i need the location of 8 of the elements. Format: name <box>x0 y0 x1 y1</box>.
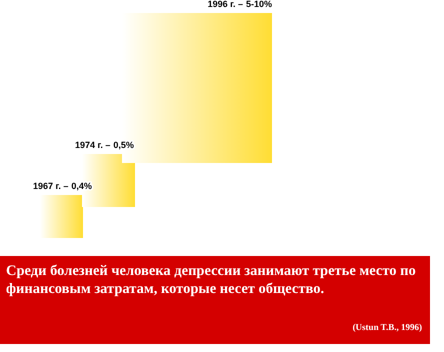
category-label: 1974 г. – <box>75 140 110 150</box>
category-label: 1996 г. – <box>208 0 243 9</box>
text: (Ustun T.B., 1996) <box>352 322 422 332</box>
data-label: 0,4% <box>71 181 92 191</box>
data-label: 0,5% <box>113 140 134 150</box>
text: Среди болезней человека депрессии занимают третье место по финансовым затратам, которые несет общество. <box>6 262 417 298</box>
data-label: 5-10% <box>246 0 272 9</box>
category-label: 1967 г. – <box>33 181 68 191</box>
